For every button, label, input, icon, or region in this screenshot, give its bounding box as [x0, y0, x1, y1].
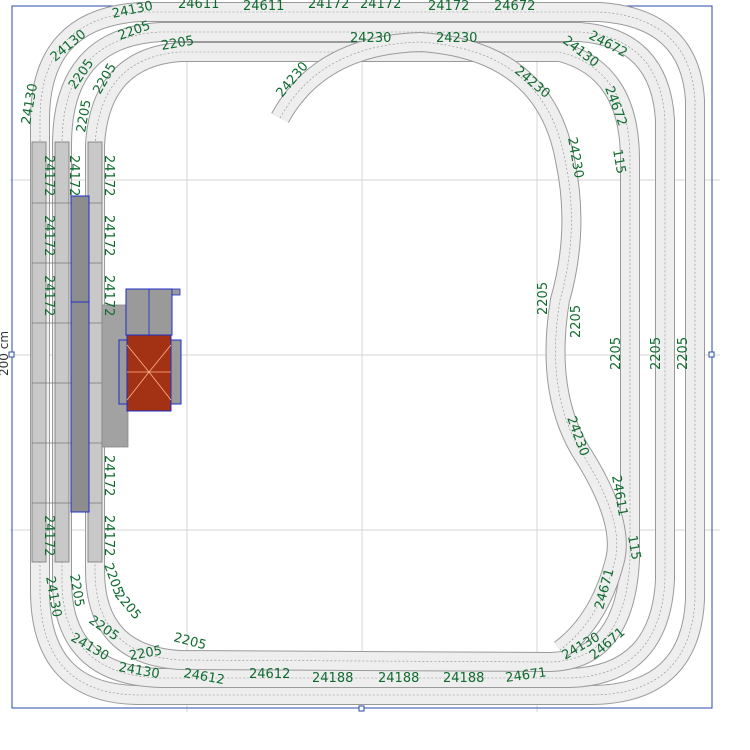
label-2205-right-5: 2205 — [676, 337, 691, 370]
dimension-label: 200 cm — [0, 331, 11, 376]
label-24172-col1-b: 24172 — [41, 215, 56, 256]
label-2205-lower-c: 2205 — [111, 588, 144, 623]
label-24172-col1-d: 24172 — [41, 515, 56, 556]
label-24172-col2-a: 24172 — [66, 155, 81, 196]
label-24612-bottom-a: 24612 — [182, 666, 225, 688]
label-2205-e: 2205 — [74, 98, 95, 133]
label-24172-top: 24172 — [308, 0, 349, 12]
label-24172-col1-a: 24172 — [41, 155, 56, 196]
frame-handle-left[interactable] — [8, 351, 15, 358]
label-24130-lower-left: 24130 — [42, 575, 64, 618]
label-2205-b: 2205 — [160, 33, 195, 54]
label-24130-bottom: 24130 — [117, 660, 160, 682]
label-2205-right-1: 2205 — [536, 282, 551, 315]
label-24172-top-2: 24172 — [360, 0, 401, 12]
frame-handle-right[interactable] — [708, 351, 715, 358]
label-24172-col3-b: 24172 — [101, 215, 116, 256]
label-24188-a: 24188 — [312, 671, 353, 686]
label-2205-bottom-a: 2205 — [128, 643, 163, 664]
station-building[interactable] — [118, 288, 182, 412]
label-24188-b: 24188 — [378, 671, 419, 686]
platform-2[interactable] — [70, 301, 90, 513]
label-24672-top: 24672 — [494, 0, 535, 14]
label-24230-top-b: 24230 — [436, 31, 477, 46]
label-24172-top-3: 24172 — [428, 0, 469, 14]
track-outer-loop[interactable] — [30, 2, 705, 705]
label-24611-top: 24611 — [178, 0, 219, 12]
label-24230-right-mid: 24230 — [564, 136, 586, 179]
label-24130-left: 24130 — [19, 82, 41, 125]
label-24611-lower: 24611 — [608, 474, 630, 517]
station-rails[interactable] — [31, 141, 103, 563]
label-2205-right-3: 2205 — [609, 337, 624, 370]
label-2205-right-2: 2205 — [569, 305, 584, 338]
track-inner-branch[interactable] — [271, 31, 627, 658]
label-2205-right-4: 2205 — [649, 337, 664, 370]
label-24172-col3-a: 24172 — [101, 155, 116, 196]
label-24612-bottom-b: 24612 — [249, 667, 290, 682]
frame-handle-bottom[interactable] — [358, 705, 365, 712]
label-24611-top-2: 24611 — [243, 0, 284, 14]
label-115-top: 115 — [609, 148, 628, 175]
label-24172-col3-e: 24172 — [101, 515, 116, 556]
label-24172-col3-c: 24172 — [101, 275, 116, 316]
label-24172-col1-c: 24172 — [41, 275, 56, 316]
label-24230-top-a: 24230 — [350, 31, 391, 46]
platform-1[interactable] — [70, 195, 90, 303]
label-2205-lower-a: 2205 — [66, 573, 87, 608]
label-24671-bottom: 24671 — [504, 665, 547, 686]
track-loop-3[interactable] — [85, 42, 640, 673]
turntable-icon — [126, 344, 172, 401]
label-24172-col3-d: 24172 — [101, 455, 116, 496]
track-loop-2[interactable] — [52, 22, 675, 688]
label-24188-c: 24188 — [443, 671, 484, 686]
label-115-lower: 115 — [624, 534, 643, 561]
